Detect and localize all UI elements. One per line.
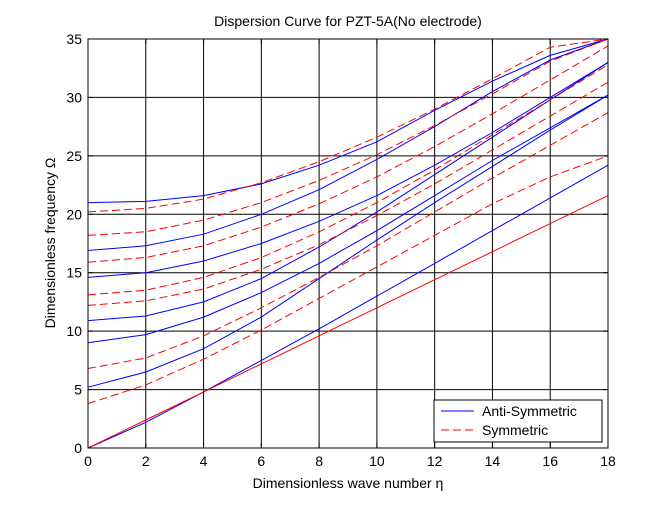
legend-label-anti-symmetric: Anti-Symmetric xyxy=(482,403,577,419)
series-line xyxy=(87,61,609,322)
x-tick-label: 12 xyxy=(427,453,443,469)
series-line xyxy=(87,94,609,344)
legend: Anti-Symmetric Symmetric xyxy=(433,399,603,443)
series-line xyxy=(87,155,609,405)
x-tick-label: 2 xyxy=(142,453,150,469)
y-tick-label: 10 xyxy=(66,323,82,339)
series-line xyxy=(87,64,609,296)
grid-lines xyxy=(88,39,608,448)
x-tick-label: 6 xyxy=(257,453,265,469)
y-tick-label: 5 xyxy=(74,382,82,398)
chart-title: Dispersion Curve for PZT-5A(No electrode… xyxy=(214,13,482,29)
x-tick-label: 14 xyxy=(485,453,501,469)
x-tick-label: 10 xyxy=(369,453,385,469)
axis-ticks: 0 2 4 6 8 10 12 14 16 18 0 5 10 15 20 25 30 35 xyxy=(66,31,616,469)
series-line xyxy=(87,45,609,263)
x-tick-label: 0 xyxy=(84,453,92,469)
series-line xyxy=(87,164,609,449)
y-tick-label: 30 xyxy=(66,89,82,105)
series-anti-symmetric xyxy=(87,38,609,449)
series-line xyxy=(87,94,609,388)
x-tick-label: 18 xyxy=(600,453,616,469)
series-line xyxy=(87,195,609,449)
series-line xyxy=(87,81,609,306)
plot-frame xyxy=(87,38,609,449)
x-tick-label: 8 xyxy=(315,453,323,469)
legend-label-symmetric: Symmetric xyxy=(482,422,548,438)
y-axis-title: Dimensionless frequency Ω xyxy=(42,158,58,329)
series-line xyxy=(87,112,609,369)
series-line xyxy=(87,38,609,204)
curves xyxy=(87,38,609,449)
series-line xyxy=(87,61,609,278)
y-tick-label: 20 xyxy=(66,206,82,222)
series-line xyxy=(87,38,609,236)
legend-box xyxy=(433,399,603,443)
y-tick-label: 15 xyxy=(66,265,82,281)
x-tick-label: 4 xyxy=(200,453,208,469)
y-tick-label: 35 xyxy=(66,31,82,47)
plot-background xyxy=(88,39,608,448)
series-reference-2 xyxy=(87,195,609,449)
series-line xyxy=(87,38,609,213)
series-symmetric xyxy=(87,38,609,405)
x-tick-label: 16 xyxy=(542,453,558,469)
y-tick-label: 0 xyxy=(74,440,82,456)
series-line xyxy=(87,38,609,251)
x-axis-title: Dimensionless wave number η xyxy=(253,475,444,491)
y-tick-label: 25 xyxy=(66,148,82,164)
